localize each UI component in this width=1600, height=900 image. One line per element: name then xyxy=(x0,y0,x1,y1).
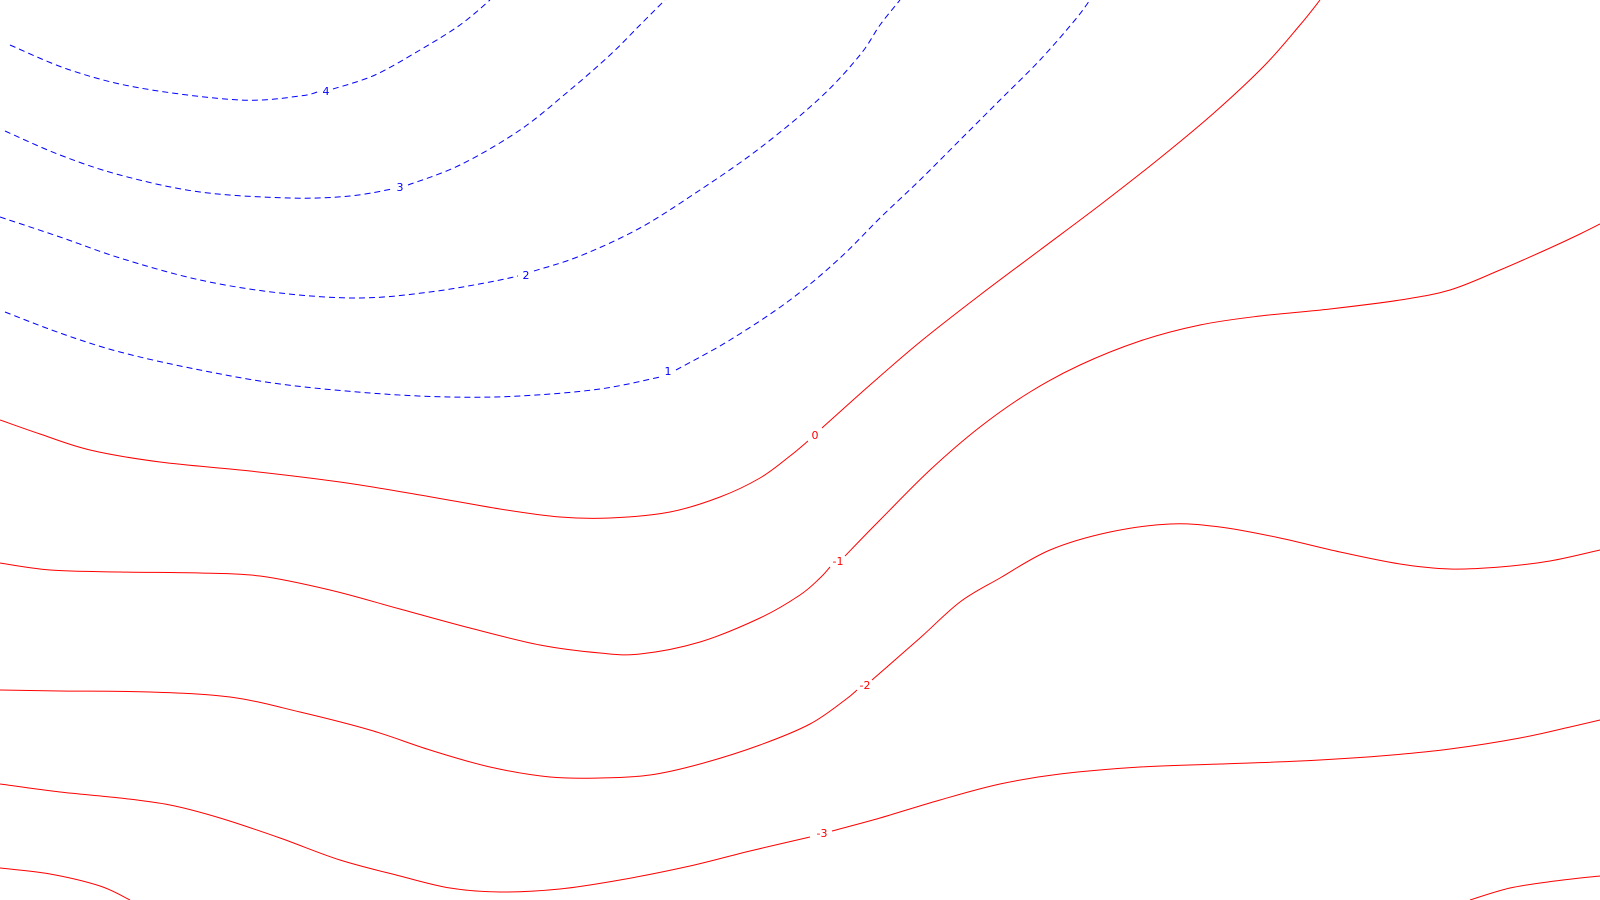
contour-level-neg4 xyxy=(0,867,1600,900)
contour-line-3-seg2 xyxy=(407,0,666,186)
contour-level-4: 4 xyxy=(9,0,491,101)
contour-label-4: 4 xyxy=(323,85,330,98)
contour-line-0-seg2 xyxy=(821,0,1321,429)
contour-line-neg2-seg2 xyxy=(871,523,1600,681)
contour-line-2-seg1 xyxy=(0,216,519,299)
contour-level-1: 1 xyxy=(4,0,1091,398)
contour-line-0-seg1 xyxy=(0,419,809,519)
contour-level-neg1: -1 xyxy=(0,223,1600,656)
contour-level-neg2: -2 xyxy=(0,523,1600,779)
contour-label-neg2: -2 xyxy=(860,679,871,692)
contour-label-neg3: -3 xyxy=(817,827,828,840)
contour-label-1: 1 xyxy=(665,365,672,378)
contour-level-0: 0 xyxy=(0,0,1321,519)
contour-label-3: 3 xyxy=(397,181,404,194)
contour-line-2-seg2 xyxy=(533,0,901,272)
contour-level-3: 3 xyxy=(4,0,666,199)
contour-line-1-seg2 xyxy=(675,0,1091,371)
contour-level-neg3: -3 xyxy=(0,719,1600,893)
contour-level-2: 2 xyxy=(0,0,901,299)
contour-line-neg2-seg1 xyxy=(0,689,858,779)
contour-line-4-seg1 xyxy=(9,44,321,101)
contour-line-1-seg1 xyxy=(4,311,661,398)
contour-line-neg4-seg1 xyxy=(0,867,131,900)
contour-line-3-seg1 xyxy=(4,130,393,199)
contour-line-neg1-seg1 xyxy=(0,562,831,656)
contour-label-neg1: -1 xyxy=(833,555,844,568)
contour-line-neg1-seg2 xyxy=(844,223,1600,557)
contour-line-neg3-seg2 xyxy=(831,719,1600,832)
contour-line-neg4-seg2 xyxy=(1469,875,1600,900)
contour-label-2: 2 xyxy=(523,269,530,282)
contour-label-0: 0 xyxy=(812,429,819,442)
contour-line-4-seg2 xyxy=(332,0,491,90)
contour-line-neg3-seg1 xyxy=(0,783,811,893)
